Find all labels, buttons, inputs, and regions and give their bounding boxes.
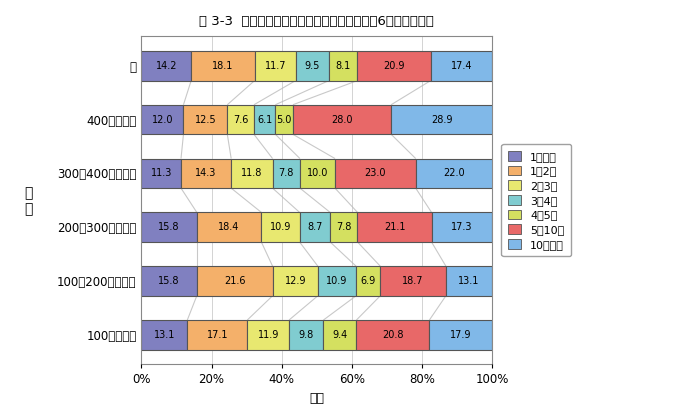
Bar (197, 266, 272, 296)
Bar (254, 105, 275, 134)
Text: 10.0: 10.0 (307, 168, 328, 178)
Bar (446, 266, 492, 296)
Bar (231, 159, 272, 188)
Bar (429, 320, 492, 349)
Text: 11.3: 11.3 (150, 168, 172, 178)
Text: 15.8: 15.8 (158, 276, 180, 286)
Text: 年
収: 年 収 (24, 186, 32, 217)
Bar (183, 105, 228, 134)
Text: 13.1: 13.1 (154, 330, 175, 340)
Bar (141, 105, 183, 134)
Bar (247, 320, 289, 349)
Bar (416, 159, 493, 188)
Text: 12.5: 12.5 (195, 115, 216, 125)
Bar (197, 213, 261, 242)
Text: 17.4: 17.4 (451, 61, 472, 71)
Text: 10.9: 10.9 (326, 276, 348, 286)
Text: 10.9: 10.9 (270, 222, 291, 232)
Text: 6.1: 6.1 (257, 115, 272, 125)
Bar (356, 320, 429, 349)
Bar (181, 159, 231, 188)
Text: 8.1: 8.1 (336, 61, 351, 71)
Text: 18.1: 18.1 (212, 61, 234, 71)
Bar (272, 159, 300, 188)
Bar (141, 213, 197, 242)
Text: 17.9: 17.9 (450, 330, 472, 340)
Text: 7.8: 7.8 (336, 222, 351, 232)
Text: 5.0: 5.0 (276, 115, 292, 125)
Bar (380, 266, 446, 296)
Text: 22.0: 22.0 (444, 168, 465, 178)
Bar (188, 320, 247, 349)
Bar (356, 266, 380, 296)
Text: 20.9: 20.9 (384, 61, 405, 71)
Text: 12.9: 12.9 (284, 276, 306, 286)
Text: 9.5: 9.5 (304, 61, 320, 71)
Text: 7.8: 7.8 (279, 168, 294, 178)
Title: 図 3-3  本人の年収と延滞年数との関係（延滞6ヶ月以上者）: 図 3-3 本人の年収と延滞年数との関係（延滞6ヶ月以上者） (199, 15, 434, 28)
Text: 11.9: 11.9 (258, 330, 279, 340)
Bar (275, 105, 293, 134)
Text: 28.9: 28.9 (431, 115, 453, 125)
Text: 14.3: 14.3 (195, 168, 217, 178)
Text: 17.3: 17.3 (451, 222, 473, 232)
Bar (391, 105, 493, 134)
Bar (191, 51, 255, 81)
Legend: 1年未満, 1～2年, 2～3年, 3～4年, 4～5年, 5～10年, 10年以上: 1年未満, 1～2年, 2～3年, 3～4年, 4～5年, 5～10年, 10年… (501, 144, 571, 256)
Text: 18.7: 18.7 (402, 276, 423, 286)
Text: 21.6: 21.6 (224, 276, 246, 286)
Text: 9.4: 9.4 (332, 330, 348, 340)
Bar (318, 266, 356, 296)
Bar (141, 320, 188, 349)
Text: 9.8: 9.8 (299, 330, 314, 340)
Bar (293, 105, 391, 134)
Text: 12.0: 12.0 (152, 115, 173, 125)
Text: 23.0: 23.0 (365, 168, 386, 178)
Text: 6.9: 6.9 (360, 276, 376, 286)
Bar (358, 51, 430, 81)
Bar (358, 213, 431, 242)
Bar (141, 51, 191, 81)
Bar (430, 51, 492, 81)
Bar (289, 320, 323, 349)
Text: 7.6: 7.6 (233, 115, 248, 125)
Text: 21.1: 21.1 (384, 222, 405, 232)
X-axis label: 割合: 割合 (309, 392, 324, 405)
Bar (295, 51, 329, 81)
Bar (141, 159, 181, 188)
Text: 18.4: 18.4 (218, 222, 240, 232)
Text: 11.8: 11.8 (241, 168, 262, 178)
Bar (335, 159, 416, 188)
Text: 28.0: 28.0 (331, 115, 353, 125)
Bar (300, 159, 335, 188)
Text: 8.7: 8.7 (307, 222, 323, 232)
Bar (261, 213, 300, 242)
Bar (255, 51, 295, 81)
Text: 20.8: 20.8 (382, 330, 404, 340)
Text: 15.8: 15.8 (158, 222, 180, 232)
Text: 14.2: 14.2 (155, 61, 177, 71)
Bar (329, 51, 358, 81)
Text: 13.1: 13.1 (458, 276, 480, 286)
Bar (272, 266, 318, 296)
Bar (323, 320, 356, 349)
Bar (228, 105, 254, 134)
Bar (431, 213, 492, 242)
Bar (330, 213, 358, 242)
Text: 11.7: 11.7 (265, 61, 286, 71)
Text: 17.1: 17.1 (206, 330, 228, 340)
Bar (141, 266, 197, 296)
Bar (300, 213, 330, 242)
